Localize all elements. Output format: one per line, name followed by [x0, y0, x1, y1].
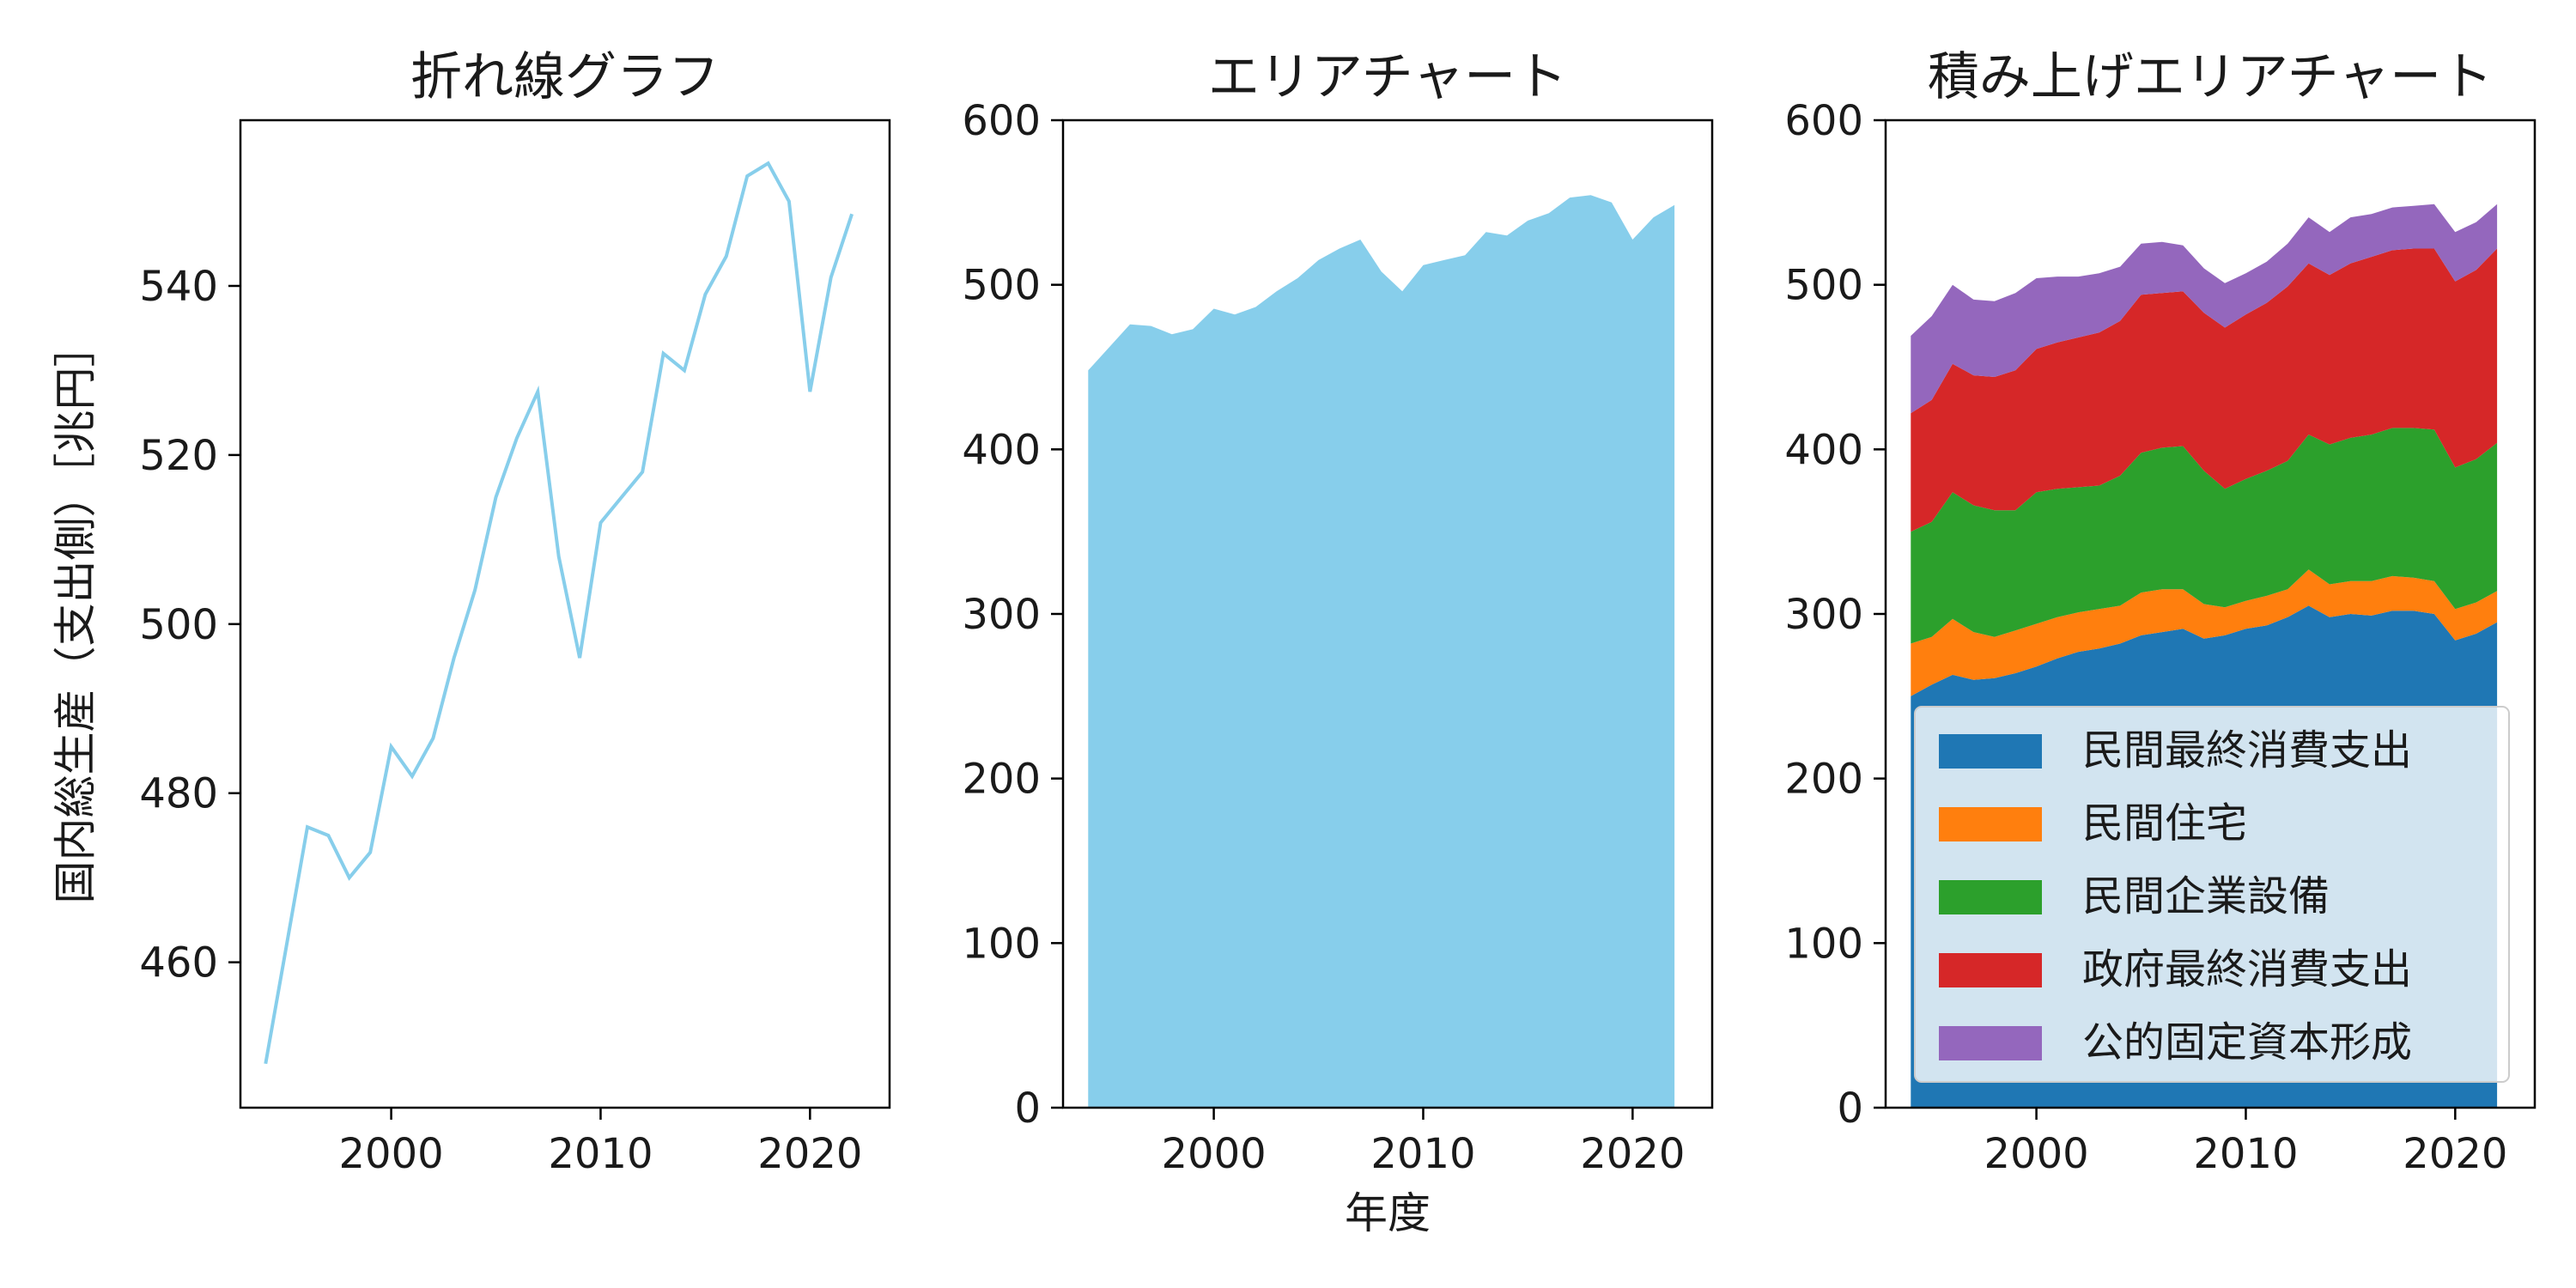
line-chart-frame — [239, 118, 891, 1109]
y-tick-label: 0 — [1837, 1084, 1863, 1133]
y-tick-label: 540 — [139, 263, 218, 311]
y-tick-label: 400 — [1784, 426, 1863, 474]
y-tick-label: 520 — [139, 432, 218, 480]
y-tick-label: 500 — [1784, 262, 1863, 310]
x-tick-label: 2000 — [339, 1130, 444, 1178]
legend-swatch-3 — [1939, 953, 2042, 987]
legend-label-2: 民間企業設備 — [2082, 872, 2330, 920]
area-series — [1088, 195, 1675, 1109]
legend-swatch-2 — [1939, 880, 2042, 914]
x-axis-label: 年度 — [1345, 1188, 1431, 1238]
stacked-area-series-3 — [1911, 248, 2498, 532]
y-axis-label: 国内総生産（支出側）［兆円］ — [51, 325, 100, 904]
legend-swatch-0 — [1939, 734, 2042, 769]
x-tick-label: 2020 — [2403, 1130, 2507, 1178]
legend-swatch-4 — [1939, 1026, 2042, 1060]
y-tick-label: 0 — [1014, 1084, 1041, 1133]
line-chart-title: 折れ線グラフ — [410, 47, 720, 107]
y-tick-label: 400 — [962, 426, 1041, 474]
y-tick-label: 100 — [1784, 920, 1863, 968]
legend-label-0: 民間最終消費支出 — [2082, 726, 2412, 775]
stacked-area-series-2 — [1911, 428, 2498, 644]
legend-label-3: 政府最終消費支出 — [2082, 945, 2412, 993]
line-chart-panel: 2000 2010 2020 460 480 500 520 540 折れ線グラフ — [139, 47, 891, 1178]
area-chart-marks — [1088, 195, 1675, 1109]
stacked-area-chart-axes: 2000 2010 2020 0 100 200 300 400 500 600 — [1784, 97, 2507, 1178]
x-tick-label: 2010 — [1370, 1130, 1475, 1178]
y-tick-label: 600 — [962, 97, 1041, 145]
x-tick-label: 2000 — [1984, 1130, 2089, 1178]
area-chart-panel: 2000 2010 2020 0 100 200 300 400 500 600 エリアチャート — [962, 47, 1714, 1178]
y-tick-label: 300 — [1784, 591, 1863, 639]
x-tick-label: 2020 — [1580, 1130, 1685, 1178]
y-tick-label: 100 — [962, 920, 1041, 968]
y-tick-label: 600 — [1784, 97, 1863, 145]
stacked-area-series-4 — [1911, 204, 2498, 414]
line-chart-axes: 2000 2010 2020 460 480 500 520 540 — [139, 263, 862, 1178]
y-tick-label: 480 — [139, 770, 218, 818]
area-chart-title: エリアチャート — [1208, 47, 1567, 107]
legend-swatch-1 — [1939, 807, 2042, 841]
y-tick-label: 500 — [139, 601, 218, 649]
stacked-area-chart-title: 積み上げエリアチャート — [1928, 47, 2493, 107]
line-chart-marks — [264, 161, 854, 1065]
y-tick-label: 500 — [962, 262, 1041, 310]
legend-label-1: 民間住宅 — [2082, 799, 2247, 848]
stacked-area-chart-panel: 2000 2010 2020 0 100 200 300 400 500 600 積み上げエリアチ… — [1784, 47, 2537, 1178]
legend-label-4: 公的固定資本形成 — [2082, 1018, 2412, 1066]
x-tick-label: 2010 — [548, 1130, 653, 1178]
x-tick-label: 2000 — [1162, 1130, 1267, 1178]
x-tick-label: 2020 — [757, 1130, 862, 1178]
y-tick-label: 200 — [1784, 756, 1863, 804]
area-chart-axes: 2000 2010 2020 0 100 200 300 400 500 600 — [962, 97, 1685, 1178]
stacked-area-series-1 — [1911, 569, 2498, 696]
x-tick-label: 2010 — [2193, 1130, 2298, 1178]
line-series — [264, 161, 854, 1065]
y-tick-label: 200 — [962, 756, 1041, 804]
y-tick-label: 460 — [139, 939, 218, 987]
y-tick-label: 300 — [962, 591, 1041, 639]
legend-box — [1914, 706, 2510, 1083]
